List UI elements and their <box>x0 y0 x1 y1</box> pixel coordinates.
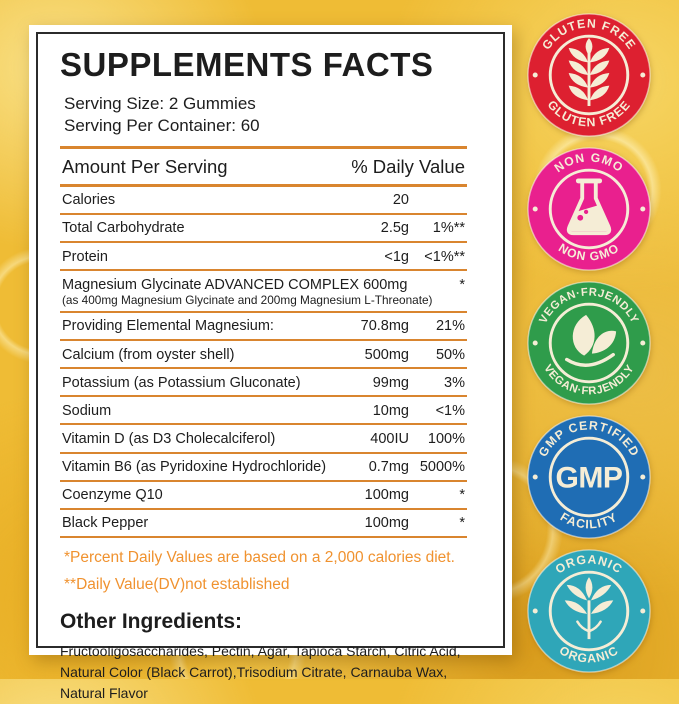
page-title: SUPPLEMENTS FACTS <box>60 46 434 83</box>
magnesium-complex-subname: (as 400mg Magnesium Glycinate and 200mg … <box>62 292 433 307</box>
badge-gmp-certified: GMP CERTIFIED FACILITY GMP <box>527 415 651 539</box>
row-sodium: Sodium 10mg <1% <box>60 397 467 426</box>
serving-size: Serving Size: 2 Gummies <box>64 93 256 113</box>
supplement-facts-panel: SUPPLEMENTS FACTS Serving Size: 2 Gummie… <box>36 32 505 701</box>
other-ingredients-title: Other Ingredients: <box>60 609 243 633</box>
plant-icon <box>564 577 614 640</box>
footnote-dv-not-established: **Daily Value(DV)not established <box>64 575 290 593</box>
flask-icon <box>566 178 612 236</box>
svg-text:ORGANIC: ORGANIC <box>557 643 621 665</box>
badge-vegan-friendly: VEGAN·FRJENDLY VEGAN·FRJENDLY <box>527 281 651 405</box>
facts-table: Amount Per Serving % Daily Value Calorie… <box>60 145 467 538</box>
svg-text:NON GMO: NON GMO <box>556 241 622 264</box>
badge-gluten-free: GLUTEN FREE GLUTEN FREE <box>527 13 651 137</box>
row-magnesium-complex: Magnesium Glycinate ADVANCED COMPLEX 600… <box>60 271 467 313</box>
serving-info: Serving Size: 2 Gummies Serving Per Cont… <box>60 93 467 137</box>
certification-badges: GLUTEN FREE GLUTEN FREE NON GMO NON GMO <box>526 12 652 674</box>
badge-non-gmo: NON GMO NON GMO <box>527 147 651 271</box>
badge-organic: ORGANIC ORGANIC <box>527 549 651 673</box>
row-potassium: Potassium (as Potassium Gluconate) 99mg … <box>60 369 467 398</box>
wheat-icon <box>568 38 610 107</box>
row-elemental-magnesium: Providing Elemental Magnesium: 70.8mg 21… <box>60 313 467 342</box>
row-vitamin-d: Vitamin D (as D3 Cholecalciferol) 400IU … <box>60 425 467 454</box>
svg-text:FACILITY: FACILITY <box>558 510 620 532</box>
amount-per-serving-header: Amount Per Serving <box>62 155 228 177</box>
magnesium-complex-name: Magnesium Glycinate ADVANCED COMPLEX 600… <box>62 276 408 293</box>
footnote-daily-values: *Percent Daily Values are based on a 2,0… <box>64 548 455 566</box>
leaves-icon <box>565 314 617 367</box>
serving-per-container: Serving Per Container: 60 <box>64 115 260 135</box>
supplement-facts-sheet: SUPPLEMENTS FACTS Serving Size: 2 Gummie… <box>29 25 512 701</box>
gmp-text: GMP <box>556 462 623 495</box>
row-calcium: Calcium (from oyster shell) 500mg 50% <box>60 341 467 370</box>
daily-value-header: % Daily Value <box>351 155 465 177</box>
row-coenzyme-q10: Coenzyme Q10 100mg * <box>60 482 467 510</box>
row-protein: Protein <1g <1%** <box>60 243 467 272</box>
row-vitamin-b6: Vitamin B6 (as Pyridoxine Hydrochloride)… <box>60 454 467 482</box>
row-total-carbohydrate: Total Carbohydrate 2.5g 1%** <box>60 215 467 244</box>
row-black-pepper: Black Pepper 100mg * <box>60 510 467 538</box>
row-calories: Calories 20 <box>60 187 467 215</box>
table-header: Amount Per Serving % Daily Value <box>60 149 467 187</box>
other-ingredients-text: Fructooligosaccharides, Pectin, Agar, Ta… <box>60 642 461 701</box>
